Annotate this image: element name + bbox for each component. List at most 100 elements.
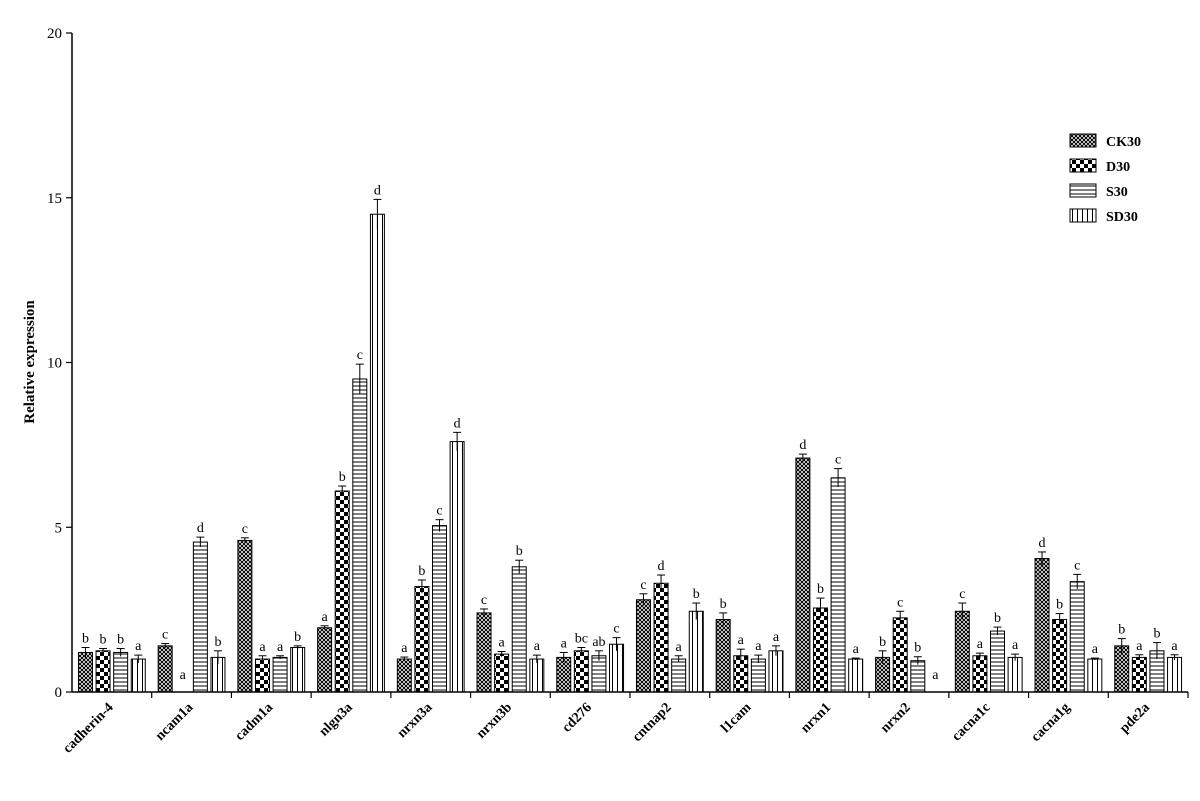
legend-swatch bbox=[1069, 133, 1097, 148]
bar bbox=[1087, 658, 1103, 693]
bar bbox=[954, 610, 970, 693]
significance-label: c bbox=[242, 522, 248, 537]
bar bbox=[157, 645, 173, 693]
bar bbox=[671, 658, 687, 693]
bar bbox=[1131, 656, 1147, 693]
significance-label: a bbox=[135, 639, 142, 654]
bar bbox=[812, 607, 828, 693]
bar bbox=[1007, 656, 1023, 693]
bar bbox=[192, 541, 208, 693]
bar bbox=[768, 650, 784, 693]
significance-label: d bbox=[374, 183, 381, 198]
significance-label: c bbox=[481, 593, 487, 608]
significance-label: a bbox=[1171, 639, 1178, 654]
significance-label: b bbox=[693, 587, 700, 602]
bar bbox=[609, 643, 625, 693]
bar bbox=[573, 650, 589, 693]
bar bbox=[334, 490, 350, 693]
bar bbox=[653, 582, 669, 693]
significance-label: c bbox=[959, 587, 965, 602]
significance-label: a bbox=[401, 641, 408, 656]
significance-label: ab bbox=[592, 635, 605, 650]
bar bbox=[972, 655, 988, 693]
bar bbox=[77, 651, 93, 693]
x-tick-label: cacna1c bbox=[949, 700, 993, 744]
significance-label: a bbox=[738, 633, 745, 648]
bar bbox=[272, 656, 288, 693]
significance-label: b bbox=[418, 564, 425, 579]
significance-label: a bbox=[1092, 642, 1099, 657]
significance-label: b bbox=[294, 630, 301, 645]
x-tick-label: ncam1a bbox=[153, 700, 197, 744]
significance-label: c bbox=[613, 622, 619, 637]
bar bbox=[511, 566, 527, 693]
legend-swatch bbox=[1069, 208, 1097, 223]
x-tick-label: cntnap2 bbox=[630, 700, 675, 745]
bar bbox=[556, 656, 572, 693]
legend: CK30 D30 S30 SD30 bbox=[1069, 133, 1141, 225]
bar bbox=[290, 647, 306, 693]
y-tick-label: 15 bbox=[47, 191, 62, 207]
bar bbox=[369, 213, 385, 693]
bar bbox=[95, 650, 111, 693]
x-tick-label: l1cam bbox=[719, 700, 755, 736]
x-tick-label: cd276 bbox=[560, 700, 595, 735]
significance-label: a bbox=[259, 640, 266, 655]
legend-label: SD30 bbox=[1106, 210, 1138, 225]
significance-label: c bbox=[1074, 558, 1080, 573]
x-tick-label: cadherin-4 bbox=[60, 700, 116, 756]
significance-label: b bbox=[339, 470, 346, 485]
bar bbox=[715, 619, 731, 693]
significance-label: a bbox=[321, 610, 328, 625]
significance-label: b bbox=[117, 633, 124, 648]
bar bbox=[130, 658, 146, 693]
bar bbox=[591, 655, 607, 693]
significance-label: a bbox=[977, 637, 984, 652]
significance-label: c bbox=[162, 628, 168, 643]
bar bbox=[750, 658, 766, 693]
x-tick-label: nrxn2 bbox=[878, 700, 914, 736]
x-tick-label: nlgn3a bbox=[317, 700, 356, 739]
significance-label: b bbox=[817, 582, 824, 597]
bar bbox=[494, 653, 510, 693]
y-tick-label: 10 bbox=[47, 356, 62, 372]
significance-label: b bbox=[879, 635, 886, 650]
significance-label: c bbox=[835, 453, 841, 468]
significance-label: b bbox=[994, 611, 1001, 626]
bar bbox=[432, 525, 448, 693]
significance-label: bc bbox=[575, 632, 588, 647]
bar bbox=[352, 378, 368, 693]
significance-label: a bbox=[676, 640, 683, 655]
bar bbox=[396, 658, 412, 693]
bar bbox=[795, 457, 811, 693]
bar bbox=[254, 658, 270, 693]
bar bbox=[1167, 656, 1183, 693]
bar bbox=[414, 586, 430, 693]
y-tick-label: 0 bbox=[55, 685, 63, 701]
significance-label: a bbox=[932, 668, 939, 683]
significance-label: b bbox=[516, 544, 523, 559]
bar bbox=[635, 599, 651, 693]
significance-label: b bbox=[214, 635, 221, 650]
bar bbox=[317, 627, 333, 693]
bar bbox=[688, 610, 704, 693]
significance-label: b bbox=[1118, 623, 1125, 638]
significance-label: a bbox=[1136, 639, 1143, 654]
bar bbox=[237, 539, 253, 693]
significance-label: a bbox=[180, 668, 187, 683]
bar bbox=[1052, 619, 1068, 693]
x-tick-label: pde2a bbox=[1117, 700, 1153, 736]
significance-label: a bbox=[534, 639, 541, 654]
legend-swatch bbox=[1069, 183, 1097, 198]
x-tick-label: nrxn3b bbox=[474, 700, 516, 742]
significance-label: a bbox=[755, 639, 762, 654]
bar bbox=[830, 477, 846, 693]
x-tick-label: cacna1g bbox=[1029, 700, 1074, 745]
significance-label: a bbox=[853, 642, 860, 657]
significance-label: b bbox=[1056, 598, 1063, 613]
significance-label: a bbox=[277, 640, 284, 655]
significance-label: d bbox=[454, 416, 461, 431]
bar bbox=[848, 658, 864, 693]
